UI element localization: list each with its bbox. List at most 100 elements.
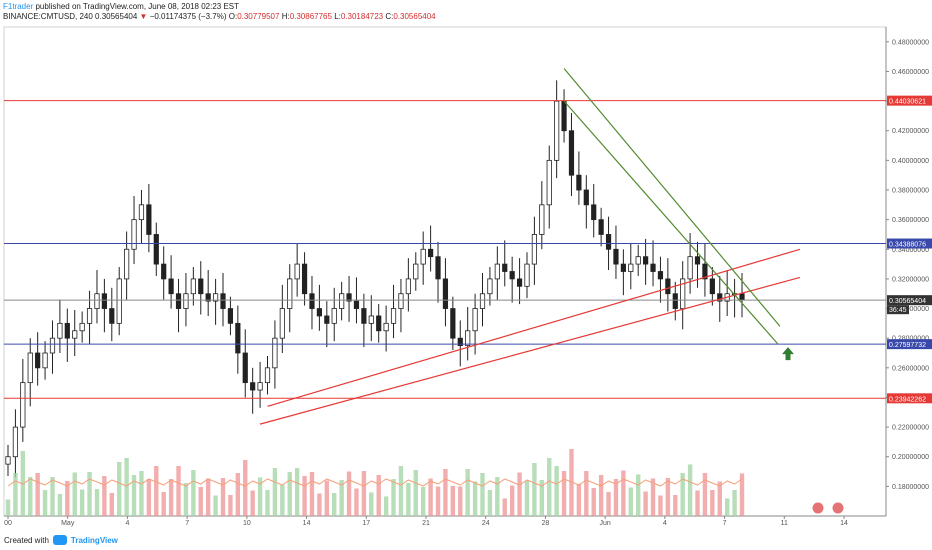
tradingview-link[interactable]: TradingView	[70, 535, 118, 545]
volume-bar	[428, 478, 433, 516]
volume-bar	[739, 473, 745, 516]
candle-body	[709, 278, 715, 295]
x-tick-label: 4	[663, 520, 667, 527]
volume-bar	[406, 483, 411, 516]
y-tick-label: 0.40000000	[892, 158, 929, 165]
candle-body	[57, 322, 63, 339]
y-tick-label: 0.34000000	[892, 247, 929, 254]
candle-body	[12, 426, 19, 458]
y-tick-label: 0.36000000	[892, 217, 929, 224]
x-tick-label: 11	[781, 520, 788, 527]
candle-body	[390, 308, 397, 324]
y-tick-label: 0.22000000	[892, 425, 929, 432]
candle-body	[576, 174, 582, 191]
volume-bar	[176, 466, 181, 516]
volume-bar	[146, 479, 152, 516]
candle-body	[568, 130, 575, 176]
volume-bar	[346, 471, 352, 516]
candle-body	[131, 219, 137, 250]
volume-bar	[665, 478, 671, 516]
candle-body	[413, 263, 419, 280]
candle-body	[361, 308, 367, 324]
x-tick-label: 17	[362, 520, 370, 527]
volume-bar	[302, 476, 307, 516]
level-price-tag	[887, 339, 932, 350]
volume-bar	[524, 480, 530, 516]
candle-body	[487, 278, 493, 295]
candle-body	[183, 293, 189, 309]
candle-body	[346, 293, 352, 302]
volume-bar	[376, 475, 381, 516]
volume-bar	[257, 477, 263, 516]
volume-bar	[57, 494, 63, 516]
x-tick-label: 14	[303, 520, 311, 527]
low-value: 0.30184723	[340, 12, 384, 21]
last-price: 0.30565404	[95, 12, 138, 21]
author-link[interactable]: F1trader	[3, 2, 34, 11]
volume-bar	[272, 468, 278, 516]
volume-bar	[131, 475, 137, 516]
candle-body	[257, 382, 263, 391]
candle-body	[272, 337, 278, 369]
x-tick-label: 7	[185, 520, 189, 527]
volume-bar	[420, 487, 426, 516]
volume-bar	[220, 478, 226, 516]
candle-body	[479, 293, 486, 309]
change-arrow-icon: ▼	[139, 12, 148, 21]
candle-body	[324, 315, 330, 324]
candle-body	[205, 293, 211, 302]
volume-bar	[650, 478, 656, 516]
candle-body	[235, 322, 241, 354]
volume-bar	[332, 493, 337, 516]
volume-bar	[517, 472, 522, 516]
candle-body	[613, 248, 619, 265]
volume-bar	[458, 486, 463, 516]
volume-bar	[472, 481, 478, 516]
candle-body	[665, 278, 671, 295]
candle-body	[672, 293, 678, 309]
candle-body	[339, 293, 345, 309]
candle-body	[524, 263, 530, 287]
symbol-info: BINANCE:CMTUSD, 240 0.30565404 ▼ −0.0117…	[3, 12, 436, 21]
candle-body	[86, 308, 93, 324]
volume-bar	[628, 487, 633, 516]
y-tick-label: 0.42000000	[892, 128, 929, 135]
candle-body	[294, 263, 300, 280]
candle-body	[628, 263, 634, 272]
candle-body	[94, 293, 100, 309]
y-tick-label: 0.46000000	[892, 69, 929, 76]
candle-body	[539, 204, 545, 235]
candle-body	[546, 159, 552, 206]
y-tick-label: 0.26000000	[892, 365, 929, 372]
volume-bar	[265, 490, 270, 516]
price-chart[interactable]: 0.480000000.460000000.440000000.42000000…	[0, 0, 932, 530]
countdown-tag	[887, 305, 909, 315]
volume-bar	[584, 471, 589, 516]
volume-bar	[228, 495, 233, 516]
candle-body	[376, 315, 382, 332]
candle-body	[442, 278, 449, 309]
volume-bar	[443, 469, 448, 516]
volume-bar	[79, 489, 85, 516]
candle-body	[516, 278, 523, 287]
x-tick-label: 10	[243, 520, 251, 527]
resistance-trendline-upper	[563, 68, 781, 327]
volume-bar	[509, 485, 515, 516]
open-label: O:	[228, 12, 238, 21]
volume-bar	[591, 488, 596, 516]
volume-bar	[354, 488, 359, 516]
candle-body	[435, 256, 441, 280]
y-tick-label: 0.30000000	[892, 306, 929, 313]
volume-bar	[613, 479, 619, 516]
y-tick-label: 0.32000000	[892, 276, 929, 283]
change-value: −0.01174375 (−3.7%)	[149, 12, 227, 21]
candle-body	[494, 263, 500, 280]
x-tick-label: 14	[840, 520, 848, 527]
volume-bar	[413, 470, 418, 516]
candle-body	[20, 382, 26, 428]
y-tick-label: 0.18000000	[892, 484, 929, 491]
candle-body	[42, 352, 48, 369]
volume-bar	[532, 463, 537, 516]
candle-body	[175, 293, 182, 309]
volume-bar	[621, 470, 626, 516]
